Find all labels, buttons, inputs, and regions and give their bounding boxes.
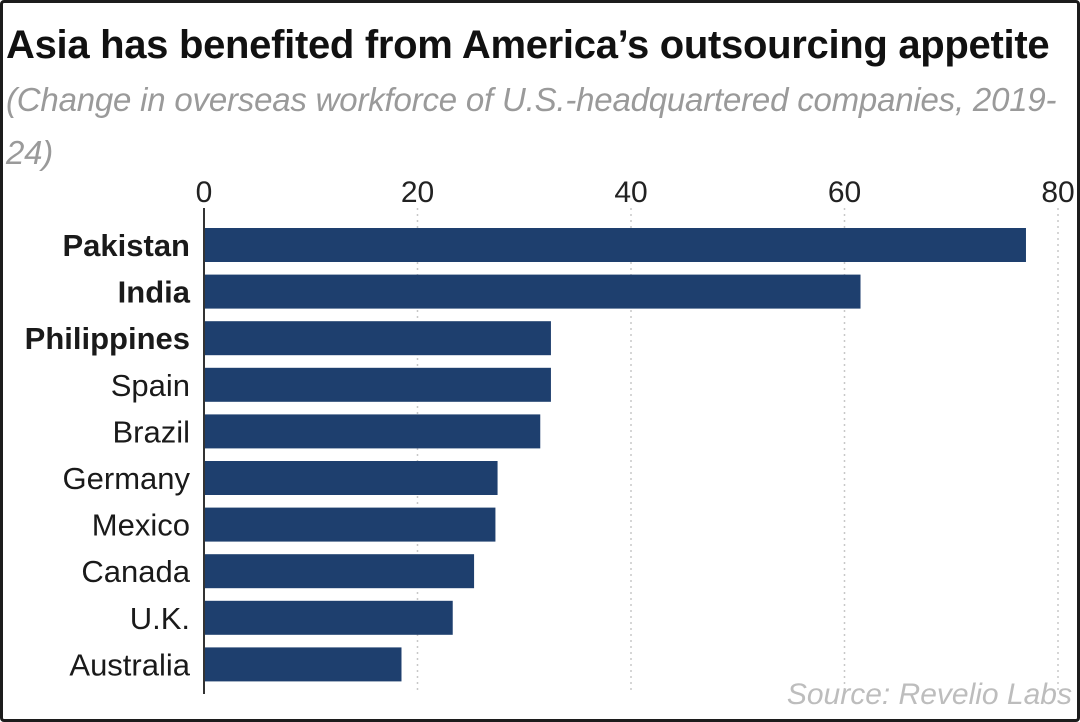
source-note: Source: Revelio Labs [786,678,1072,711]
x-tick-label-60: 60 [828,176,861,209]
bar-pakistan [204,228,1026,262]
bar-canada [204,554,475,589]
x-tick-label-20: 20 [401,176,434,209]
bar-philippines [204,321,551,356]
category-label-u-k: U.K. [130,601,190,636]
x-tick-label-0: 0 [196,176,213,209]
category-label-brazil: Brazil [112,414,190,449]
x-axis-ticks: 0 20 40 60 80 [196,176,1075,209]
chart-title: Asia has benefited from America’s outsou… [6,23,1050,67]
category-labels: Pakistan India Philippines Spain Brazil Germa… [25,228,191,682]
category-label-canada: Canada [81,554,190,589]
grid-lines [416,208,1059,690]
category-label-philippines: Philippines [25,321,190,356]
bar-india [204,274,861,309]
bar-u-k [204,600,453,635]
bar-brazil [204,414,541,449]
bar-australia [204,647,402,682]
bar-mexico [204,507,496,542]
category-label-mexico: Mexico [92,508,190,543]
category-label-spain: Spain [111,368,190,403]
x-tick-label-80: 80 [1041,176,1074,209]
category-label-germany: Germany [63,461,191,496]
bar-spain [204,367,551,402]
x-tick-label-40: 40 [614,176,647,209]
category-label-pakistan: Pakistan [62,228,190,263]
bar-germany [204,461,498,495]
bars [204,228,1026,682]
category-label-india: India [118,275,191,310]
chart-title-block: Asia has benefited from America’s outsou… [6,22,1066,183]
category-label-australia: Australia [69,647,190,682]
chart-subtitle: (Change in overseas workforce of U.S.-he… [6,81,1057,171]
